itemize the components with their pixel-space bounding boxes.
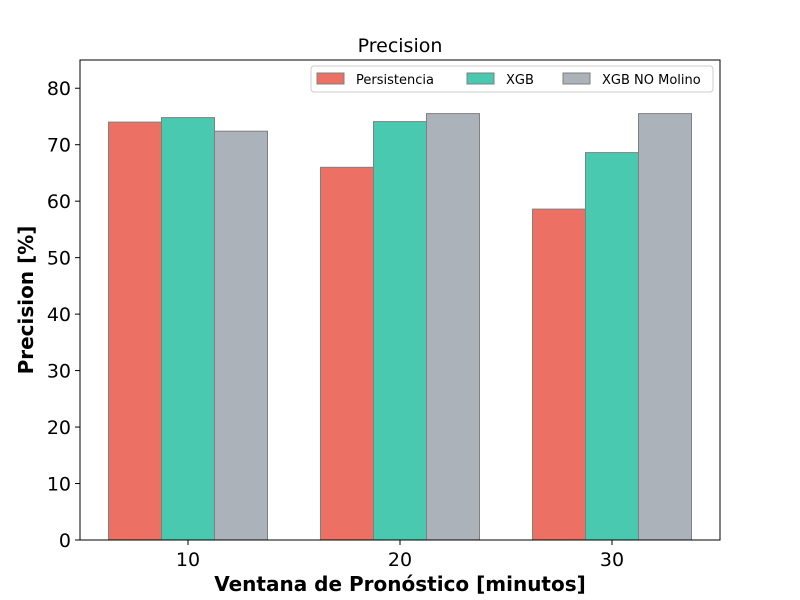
x-axis-label: Ventana de Pronóstico [minutos] — [214, 572, 586, 596]
y-tick-label: 50 — [47, 248, 71, 270]
x-tick-label: 20 — [388, 549, 412, 571]
bar-xgb-20 — [373, 121, 427, 541]
bars-layer — [108, 113, 692, 541]
bar-xgb-no-molino-20 — [426, 113, 480, 541]
legend-box — [310, 65, 714, 93]
bar-persistencia-30 — [532, 208, 586, 541]
y-tick-label: 30 — [47, 361, 71, 383]
bar-xgb-10 — [161, 117, 215, 541]
legend-label-persistencia: Persistencia — [356, 73, 434, 88]
legend-swatch-xgb — [466, 72, 495, 85]
bar-persistencia-20 — [320, 166, 374, 541]
legend-swatch-persistencia — [316, 72, 345, 85]
bar-persistencia-10 — [108, 121, 162, 541]
y-tick-label: 20 — [47, 417, 71, 439]
plot-frame — [79, 59, 721, 541]
legend-label-xgb-no-molino: XGB NO Molino — [602, 73, 701, 88]
legend: Persistencia XGB XGB NO Molino — [310, 65, 714, 93]
y-axis-label: Precision [%] — [14, 226, 38, 375]
legend-swatch-xgb-no-molino — [562, 72, 591, 85]
y-tick-label: 0 — [59, 530, 71, 552]
x-tick-label: 30 — [600, 549, 624, 571]
y-tick-label: 70 — [47, 135, 71, 157]
y-tick-label: 80 — [47, 78, 71, 100]
bar-xgb-30 — [585, 152, 639, 541]
y-tick-label: 10 — [47, 474, 71, 496]
bar-xgb-no-molino-10 — [214, 130, 268, 541]
chart-title: Precision — [358, 35, 443, 57]
x-tick-label: 10 — [176, 549, 200, 571]
x-axis: 10 20 30 — [176, 540, 624, 571]
y-axis: 0 10 20 30 40 50 60 70 80 — [47, 78, 80, 552]
legend-label-xgb: XGB — [506, 73, 534, 88]
bar-xgb-no-molino-30 — [638, 113, 692, 541]
y-tick-label: 40 — [47, 304, 71, 326]
y-tick-label: 60 — [47, 191, 71, 213]
